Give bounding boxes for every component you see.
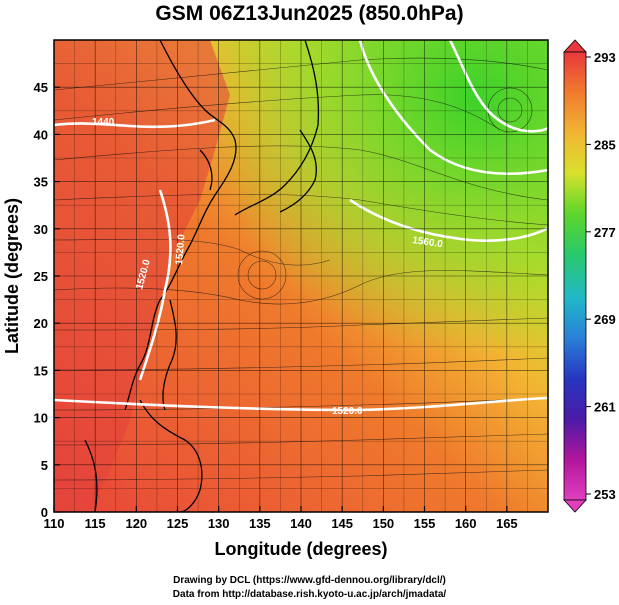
y-tick-label: 40 [34,127,48,142]
contour-label: 1440 [92,117,115,128]
colorbar-label: 261 [594,400,616,415]
credit-data: Data from http://database.rish.kyoto-u.a… [172,589,447,600]
x-axis-ticks: 110 115 120 125 130 135 140 145 150 155 160 165 [44,506,518,531]
wind-streamlines [54,57,548,481]
y-axis-ticks: 0 5 10 15 20 25 30 35 40 45 [34,80,60,520]
colorbar-top-arrow [563,39,587,53]
colorbar-label: 285 [594,137,616,152]
grid-lines [54,40,548,512]
colorbar: 293 285 277 269 261 253 [563,39,616,513]
contour-label: 1560.0 [412,235,444,250]
temperature-field [54,40,548,512]
y-tick-label: 0 [41,505,48,520]
coastlines [84,40,320,512]
x-tick-label: 165 [496,516,518,531]
colorbar-body [563,51,587,501]
colorbar-label: 269 [594,312,616,327]
y-tick-label: 10 [34,411,48,426]
x-tick-label: 115 [85,516,106,531]
colorbar-bottom-arrow [563,499,587,513]
colorbar-label: 253 [594,487,616,502]
contour-label: 1520.0 [174,233,188,265]
x-tick-label: 120 [125,516,147,531]
geopotential-contours [54,40,548,412]
y-axis-label: Latitude (degrees) [2,198,22,354]
x-tick-label: 155 [414,516,436,531]
x-axis-label: Longitude (degrees) [214,539,387,559]
contour-label: 1520.0 [332,406,363,417]
y-tick-label: 25 [34,269,48,284]
y-tick-label: 15 [34,363,48,378]
y-tick-label: 20 [34,316,48,331]
y-tick-label: 30 [34,222,48,237]
x-tick-label: 130 [208,516,230,531]
x-tick-label: 110 [44,516,65,531]
x-tick-label: 150 [372,516,394,531]
y-tick-label: 35 [34,175,48,190]
x-tick-label: 135 [249,516,271,531]
colorbar-label: 277 [594,225,616,240]
x-tick-label: 145 [331,516,353,531]
y-tick-label: 5 [41,458,48,473]
map-title: GSM 06Z13Jun2025 (850.0hPa) [155,2,464,25]
x-tick-label: 125 [167,516,189,531]
contour-labels: 1440 1560.0 1520.0 1520.0 1520.0 [92,117,444,417]
x-tick-label: 160 [455,516,477,531]
x-tick-label: 140 [290,516,312,531]
colorbar-label: 293 [594,50,616,65]
y-tick-label: 45 [34,80,48,95]
credit-drawing: Drawing by DCL (https://www.gfd-dennou.o… [173,575,446,586]
